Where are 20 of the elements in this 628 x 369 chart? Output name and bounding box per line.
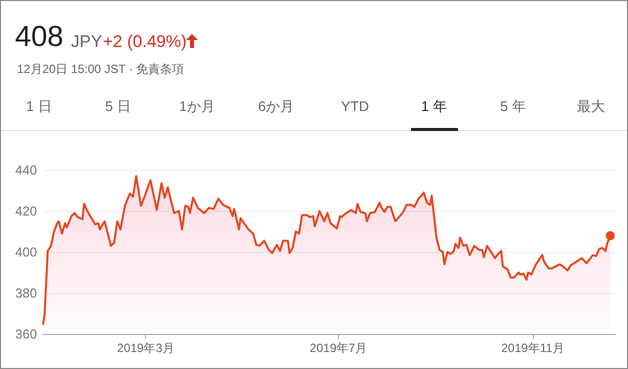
chart-subtitle: 12月20日 15:00 JST · 免責条項 [17, 61, 184, 78]
y-tick-label: 420 [15, 204, 37, 218]
text: 1 日 [25, 98, 53, 116]
text: YTD [340, 98, 370, 114]
text: JPY [71, 32, 102, 52]
y-tick-label: 440 [15, 162, 37, 178]
text: 最大 [576, 98, 606, 116]
x-tick-label: 2019年3月 [117, 341, 174, 355]
y-tick-label: 400 [15, 244, 37, 260]
text: 5 年 [499, 98, 527, 116]
text: 5 日 [104, 98, 132, 116]
y-tick-label: 380 [15, 286, 37, 300]
x-tick-label: 2019年7月 [310, 341, 368, 355]
text: 1か月 [178, 98, 216, 116]
text: +2 (0.49%) [103, 32, 187, 52]
chart-title: 408 [15, 21, 64, 54]
x-tick-label: 2019年11月 [501, 341, 564, 355]
y-tick-label: 360 [15, 326, 37, 342]
text: 6か月 [257, 98, 295, 116]
text: 1 年 [420, 98, 448, 116]
